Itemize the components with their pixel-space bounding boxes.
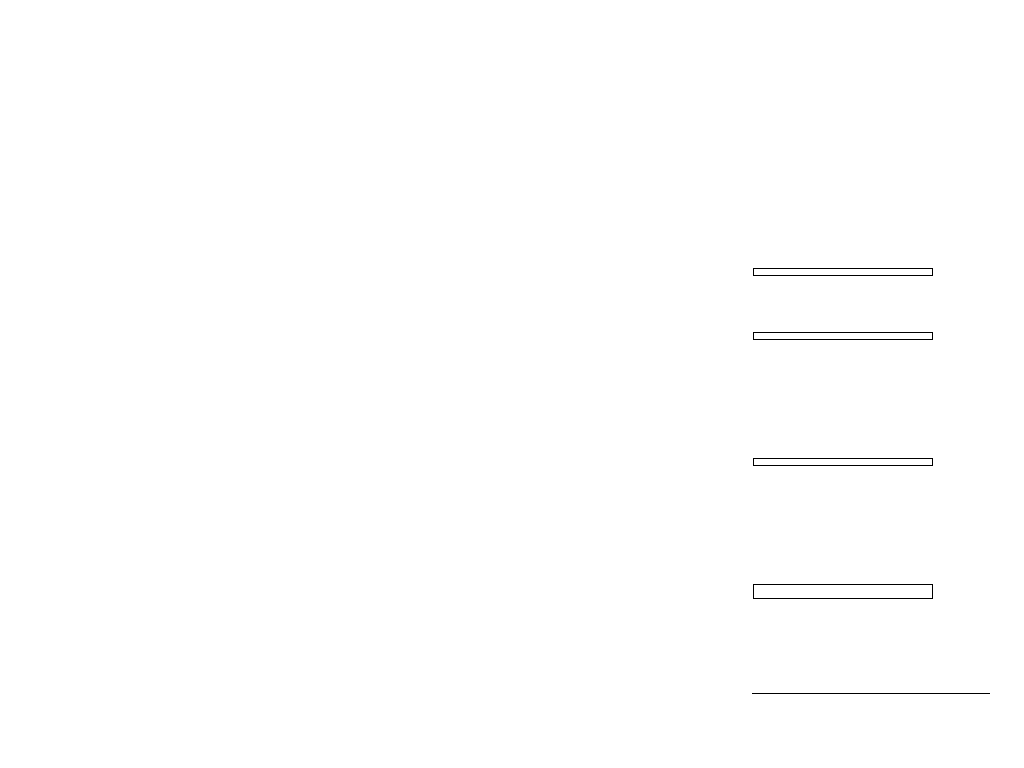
hodograph-stats-box [753,584,933,599]
indices-summary-box [753,268,933,276]
ptype-block [752,690,990,700]
spacer [759,588,927,595]
lowest-level-box [753,332,933,340]
ptype-heading [752,690,990,694]
most-unstable-box [753,458,933,466]
